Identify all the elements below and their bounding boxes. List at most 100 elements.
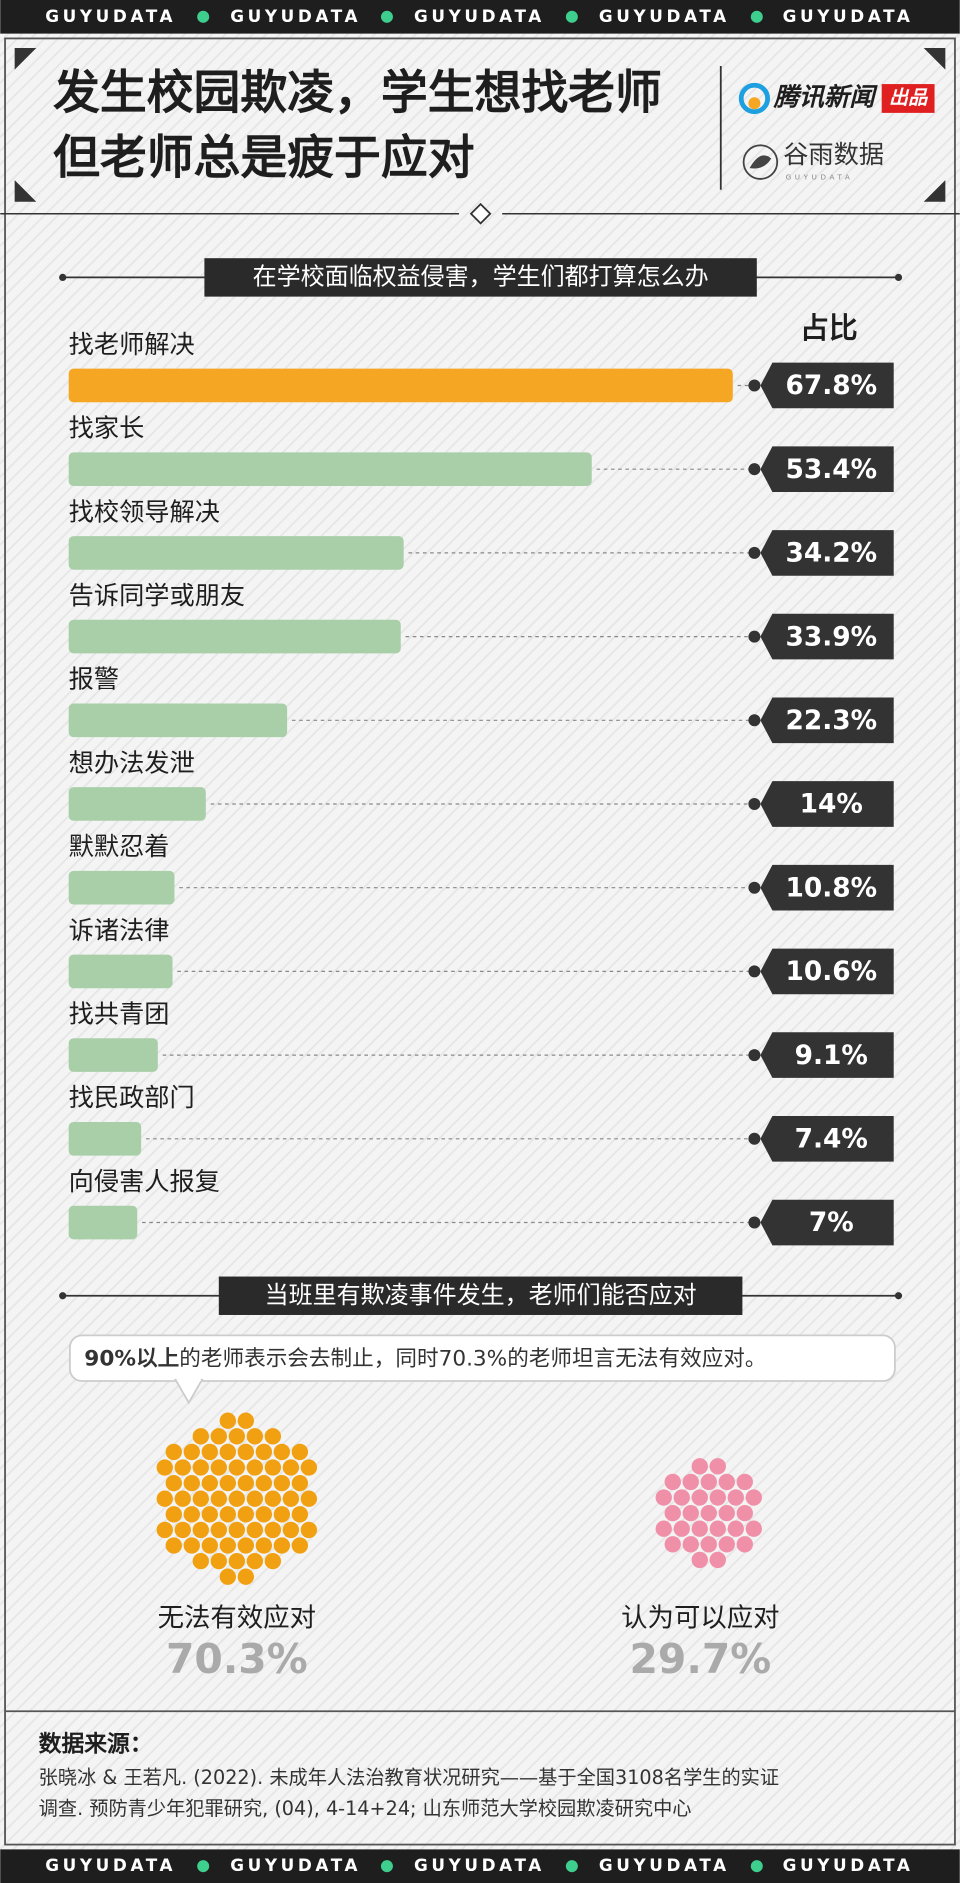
dot bbox=[673, 1520, 690, 1537]
banner-dot bbox=[380, 10, 393, 23]
dot bbox=[246, 1521, 263, 1539]
value-label: 9.1% bbox=[795, 1040, 868, 1071]
section-dot bbox=[59, 273, 67, 282]
dot bbox=[691, 1489, 708, 1506]
dot bbox=[201, 1443, 218, 1461]
dot bbox=[165, 1474, 182, 1492]
leader-dot bbox=[748, 1216, 761, 1229]
category-label: 找民政部门 bbox=[69, 1083, 195, 1112]
dot bbox=[174, 1459, 191, 1476]
dot bbox=[727, 1489, 744, 1506]
banner-text: GUYUDATA bbox=[414, 1855, 545, 1875]
dot bbox=[228, 1552, 245, 1570]
dot bbox=[237, 1506, 254, 1523]
bar bbox=[68, 1121, 142, 1156]
separator-diamond bbox=[469, 202, 492, 225]
dot bbox=[691, 1551, 708, 1569]
dot bbox=[682, 1536, 699, 1553]
dot bbox=[237, 1474, 254, 1492]
category-label: 找共青团 bbox=[69, 999, 170, 1028]
dot bbox=[300, 1521, 318, 1539]
dot bbox=[264, 1459, 282, 1476]
dot bbox=[682, 1473, 699, 1491]
dot bbox=[709, 1520, 726, 1537]
bar bbox=[68, 452, 592, 487]
category-label: 找校领导解决 bbox=[69, 497, 220, 526]
dot bbox=[291, 1506, 309, 1523]
dot bbox=[691, 1520, 708, 1537]
value-tag bbox=[760, 530, 894, 576]
dot bbox=[219, 1443, 236, 1461]
dot bbox=[736, 1473, 753, 1491]
dot bbox=[183, 1474, 200, 1492]
dot bbox=[219, 1506, 236, 1523]
dot bbox=[255, 1537, 273, 1554]
value-tag bbox=[760, 864, 894, 911]
value-tag bbox=[760, 781, 894, 827]
top-banner bbox=[0, 0, 960, 34]
bar bbox=[68, 703, 288, 738]
dot bbox=[192, 1459, 209, 1476]
value-label: 53.4% bbox=[785, 454, 877, 485]
value-label: 34.2% bbox=[785, 538, 877, 569]
dot bbox=[246, 1552, 263, 1570]
dot bbox=[300, 1490, 318, 1507]
category-label: 默默忍着 bbox=[69, 832, 170, 861]
category-label: 报警 bbox=[69, 665, 119, 694]
bar bbox=[68, 619, 401, 654]
value-label: 7.4% bbox=[795, 1124, 868, 1155]
category-label: 认为可以应对 bbox=[621, 1602, 779, 1633]
section-title: 在学校面临权益侵害，学生们都打算怎么办 bbox=[253, 262, 709, 290]
dot bbox=[745, 1489, 762, 1506]
dot bbox=[210, 1459, 227, 1476]
source-text: 调查. 预防青少年犯罪研究, (04), 4-14+24; 山东师范大学校园欺凌… bbox=[39, 1797, 692, 1820]
dot bbox=[246, 1428, 263, 1445]
dot bbox=[237, 1412, 254, 1429]
leader-dot bbox=[748, 881, 761, 894]
section-dot bbox=[894, 1292, 903, 1300]
source-text: 张晓冰 & 王若凡. (2022). 未成年人法治教育状况研究——基于全国310… bbox=[39, 1766, 779, 1789]
value-label: 10.6% bbox=[785, 956, 877, 987]
title: 发生校园欺凌，学生想找老师 bbox=[53, 67, 662, 121]
dot bbox=[156, 1521, 173, 1539]
bar bbox=[68, 1038, 158, 1072]
frame bbox=[4, 37, 956, 1846]
bar bbox=[68, 870, 175, 905]
dot bbox=[219, 1568, 236, 1585]
value-tag bbox=[760, 1032, 894, 1078]
note-bubble bbox=[68, 1334, 896, 1382]
dot bbox=[709, 1551, 726, 1569]
dot bbox=[192, 1521, 209, 1539]
dot bbox=[291, 1474, 309, 1492]
banner-text: GUYUDATA bbox=[414, 6, 545, 26]
dot bbox=[201, 1506, 218, 1523]
dot bbox=[210, 1521, 227, 1539]
dot bbox=[174, 1490, 191, 1507]
source-label: 数据来源： bbox=[39, 1731, 153, 1757]
banner-text: GUYUDATA bbox=[45, 1855, 176, 1875]
category-label: 找老师解决 bbox=[69, 330, 195, 359]
banner-dot bbox=[750, 10, 763, 23]
brand-icon bbox=[742, 144, 779, 180]
value-label: 7% bbox=[809, 1207, 854, 1238]
section-dot bbox=[59, 1292, 67, 1300]
dot bbox=[165, 1537, 182, 1554]
dot bbox=[300, 1459, 318, 1476]
dot bbox=[183, 1443, 200, 1461]
dot bbox=[264, 1428, 282, 1445]
note-text: 的老师表示会去制止，同时70.3%的老师坦言无法有效应对。 bbox=[179, 1346, 766, 1371]
leader-dot bbox=[748, 1132, 761, 1145]
dot bbox=[655, 1489, 672, 1506]
dot bbox=[165, 1443, 182, 1461]
dot bbox=[282, 1459, 300, 1476]
bar bbox=[68, 536, 404, 570]
category-label: 告诉同学或朋友 bbox=[69, 581, 245, 610]
value-label: 29.7% bbox=[630, 1635, 772, 1683]
banner-dot bbox=[197, 10, 210, 23]
brand-icon bbox=[749, 155, 772, 169]
dot bbox=[291, 1537, 309, 1554]
dot-cluster bbox=[655, 1458, 762, 1569]
